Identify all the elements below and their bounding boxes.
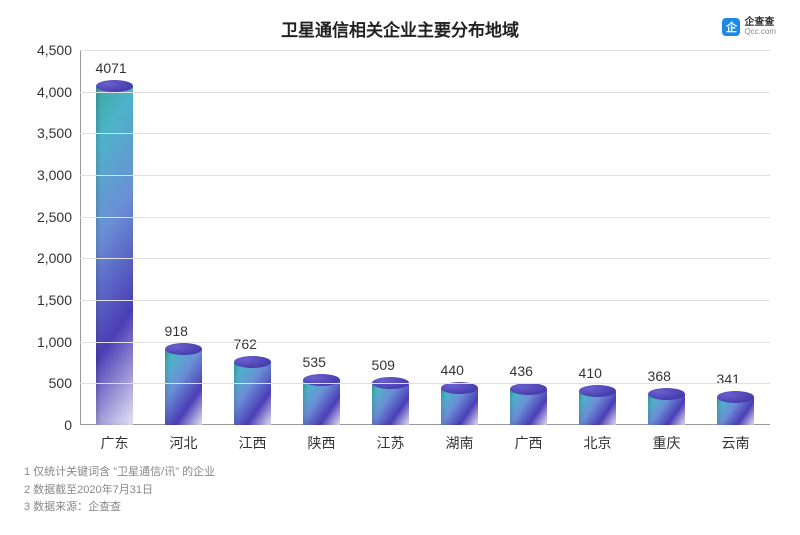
bar: 535	[303, 380, 341, 425]
bar-top-ellipse	[303, 374, 341, 386]
xtick-label: 陕西	[308, 433, 336, 453]
bar: 368	[648, 394, 686, 425]
bar-top-ellipse	[510, 383, 548, 395]
bar-value-label: 4071	[96, 60, 127, 76]
xtick-label: 重庆	[653, 433, 681, 453]
bar-slot: 436广西	[494, 50, 563, 425]
plot-area: 4071广东918河北762江西535陕西509江苏440湖南436广西410北…	[80, 50, 770, 425]
bar-slot: 4071广东	[80, 50, 149, 425]
bar-slot: 918河北	[149, 50, 218, 425]
bar-value-label: 440	[441, 362, 464, 378]
xtick-label: 云南	[722, 433, 750, 453]
bar: 440	[441, 388, 479, 425]
chart-container: 卫星通信相关企业主要分布地域 企 企查查 Qcc.com 4071广东918河北…	[10, 10, 790, 525]
ytick-label: 1,000	[37, 334, 72, 350]
bar-top-ellipse	[579, 385, 617, 397]
bar-value-label: 368	[648, 368, 671, 384]
bar: 918	[165, 349, 203, 426]
bar: 436	[510, 389, 548, 425]
gridline	[80, 342, 770, 343]
gridline	[80, 258, 770, 259]
gridline	[80, 92, 770, 93]
bar-top-ellipse	[165, 343, 203, 355]
bar-value-label: 410	[579, 365, 602, 381]
ytick-label: 4,000	[37, 84, 72, 100]
gridline	[80, 175, 770, 176]
bar-slot: 368重庆	[632, 50, 701, 425]
ytick-label: 0	[64, 417, 72, 433]
watermark-icon: 企	[722, 18, 740, 36]
watermark-en: Qcc.com	[744, 28, 776, 36]
footnotes: 1 仅统计关键词含 "卫星通信/讯" 的企业2 数据截至2020年7月31日3 …	[24, 464, 215, 517]
bar: 762	[234, 362, 272, 425]
bar-value-label: 436	[510, 363, 533, 379]
xtick-label: 广东	[101, 433, 129, 453]
bar-top-ellipse	[96, 80, 134, 92]
bar-slot: 509江苏	[356, 50, 425, 425]
bar-slot: 410北京	[563, 50, 632, 425]
ytick-label: 2,500	[37, 209, 72, 225]
footnote-line: 2 数据截至2020年7月31日	[24, 482, 215, 500]
bar-top-ellipse	[717, 391, 755, 403]
bar-slot: 440湖南	[425, 50, 494, 425]
bar-slot: 535陕西	[287, 50, 356, 425]
ytick-label: 4,500	[37, 42, 72, 58]
watermark: 企 企查查 Qcc.com	[722, 18, 776, 36]
bar-value-label: 918	[165, 323, 188, 339]
bar-slot: 341云南	[701, 50, 770, 425]
xtick-label: 北京	[584, 433, 612, 453]
bar-top-ellipse	[234, 356, 272, 368]
bar: 341	[717, 397, 755, 425]
xtick-label: 湖南	[446, 433, 474, 453]
xtick-label: 江西	[239, 433, 267, 453]
chart-title: 卫星通信相关企业主要分布地域	[10, 16, 790, 41]
bar: 509	[372, 383, 410, 425]
gridline	[80, 300, 770, 301]
bar: 4071	[96, 86, 134, 425]
xtick-label: 广西	[515, 433, 543, 453]
bar-value-label: 535	[303, 354, 326, 370]
bars-group: 4071广东918河北762江西535陕西509江苏440湖南436广西410北…	[80, 50, 770, 425]
bar-slot: 762江西	[218, 50, 287, 425]
xtick-label: 江苏	[377, 433, 405, 453]
bar-value-label: 762	[234, 336, 257, 352]
gridline	[80, 217, 770, 218]
gridline	[80, 383, 770, 384]
ytick-label: 2,000	[37, 250, 72, 266]
footnote-line: 1 仅统计关键词含 "卫星通信/讯" 的企业	[24, 464, 215, 482]
ytick-label: 3,000	[37, 167, 72, 183]
watermark-text: 企查查 Qcc.com	[744, 18, 776, 36]
bar-top-ellipse	[648, 388, 686, 400]
bar: 410	[579, 391, 617, 425]
ytick-label: 3,500	[37, 125, 72, 141]
bar-value-label: 509	[372, 357, 395, 373]
footnote-line: 3 数据来源：企查查	[24, 499, 215, 517]
gridline	[80, 133, 770, 134]
ytick-label: 500	[49, 375, 72, 391]
gridline	[80, 50, 770, 51]
ytick-label: 1,500	[37, 292, 72, 308]
xtick-label: 河北	[170, 433, 198, 453]
